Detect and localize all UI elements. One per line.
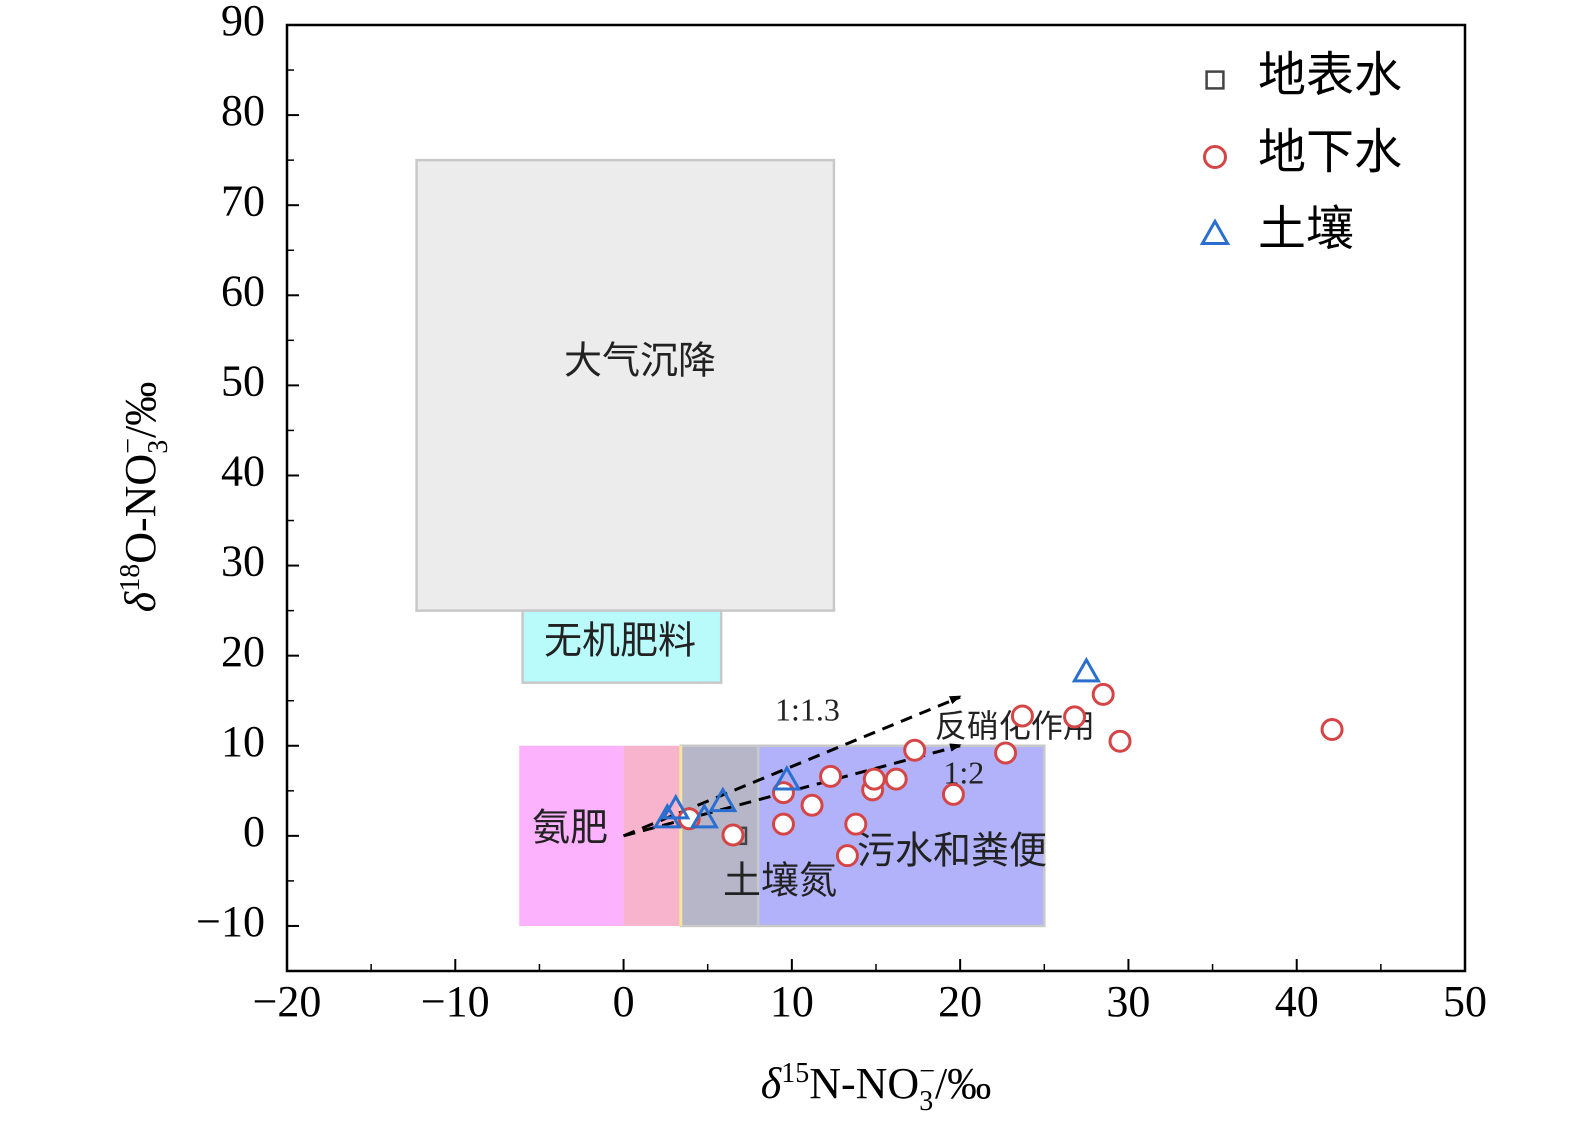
point-circle-9 — [862, 767, 886, 791]
annotation-1: 1:1.3 — [775, 692, 840, 728]
region-label-5: 污水和粪便 — [857, 831, 1047, 873]
region-label-4: 土壤氮 — [723, 861, 837, 903]
point-circle-10 — [884, 767, 908, 791]
y-tick-label-1: 0 — [243, 807, 265, 856]
y-tick-label-4: 30 — [221, 537, 265, 586]
legend-marker-0 — [1205, 70, 1225, 90]
x-tick-label-2: 0 — [613, 977, 635, 1026]
region-box-2 — [519, 745, 624, 926]
point-circle-3 — [771, 812, 795, 836]
legend-label-2: 土壤 — [1258, 203, 1354, 256]
point-triangle-2 — [689, 802, 719, 829]
y-tick-label-2: 10 — [221, 717, 265, 766]
y-tick-label-8: 70 — [221, 176, 265, 225]
y-tick-label-6: 50 — [221, 356, 265, 405]
region-label-0: 大气沉降 — [564, 341, 716, 383]
trend-arrow-1 — [623, 743, 962, 838]
point-triangle-4 — [772, 764, 802, 791]
y-tick-label-9: 80 — [221, 86, 265, 135]
point-triangle-5 — [1071, 656, 1101, 683]
x-tick-label-3: 10 — [770, 977, 814, 1026]
y-tick-label-7: 60 — [221, 266, 265, 315]
point-circle-1 — [721, 823, 745, 847]
x-tick-label-0: −20 — [253, 977, 322, 1026]
axes: −20 −10 0 10 20 30 40 50 −10 0 10 20 30 40 50 60 70 80 90 δ… — [113, 0, 1487, 1117]
point-circle-17 — [1108, 729, 1132, 753]
region-label-2: 氨肥 — [532, 808, 608, 850]
region-box-3 — [623, 745, 681, 926]
y-tick-label-0: −10 — [196, 897, 265, 946]
point-circle-6 — [835, 844, 859, 868]
region-box-1 — [521, 609, 723, 684]
point-triangle-3 — [708, 786, 738, 813]
y-axis-title: δ18O-NO3−/‰ — [113, 382, 174, 612]
legend-marker-2 — [1199, 218, 1231, 245]
x-tick-label-7: 50 — [1443, 977, 1487, 1026]
y-tick-label-5: 40 — [221, 447, 265, 496]
legend-label-1: 地下水 — [1258, 126, 1402, 179]
y-tick-label-3: 20 — [221, 627, 265, 676]
point-circle-18 — [1320, 718, 1344, 742]
x-axis-title: δ15N-NO3−/‰ — [761, 1056, 991, 1117]
legend-label-0: 地表水 — [1258, 49, 1402, 102]
point-circle-12 — [941, 782, 965, 806]
region-label-1: 无机肥料 — [544, 621, 696, 663]
point-circle-16 — [1091, 682, 1115, 706]
x-tick-label-4: 20 — [938, 977, 982, 1026]
data-points — [652, 656, 1344, 868]
point-circle-11 — [903, 738, 927, 762]
region-box-0 — [415, 158, 836, 612]
point-circle-5 — [819, 764, 843, 788]
x-tick-label-5: 30 — [1106, 977, 1150, 1026]
x-tick-label-6: 40 — [1275, 977, 1319, 1026]
point-triangle-1 — [661, 793, 691, 820]
legend-marker-1 — [1203, 145, 1227, 169]
x-tick-label-1: −10 — [421, 977, 490, 1026]
point-circle-7 — [844, 812, 868, 836]
y-tick-label-10: 90 — [221, 0, 265, 45]
point-circle-4 — [800, 793, 824, 817]
point-circle-14 — [1010, 704, 1034, 728]
point-circle-15 — [1063, 705, 1087, 729]
point-circle-13 — [994, 741, 1018, 765]
